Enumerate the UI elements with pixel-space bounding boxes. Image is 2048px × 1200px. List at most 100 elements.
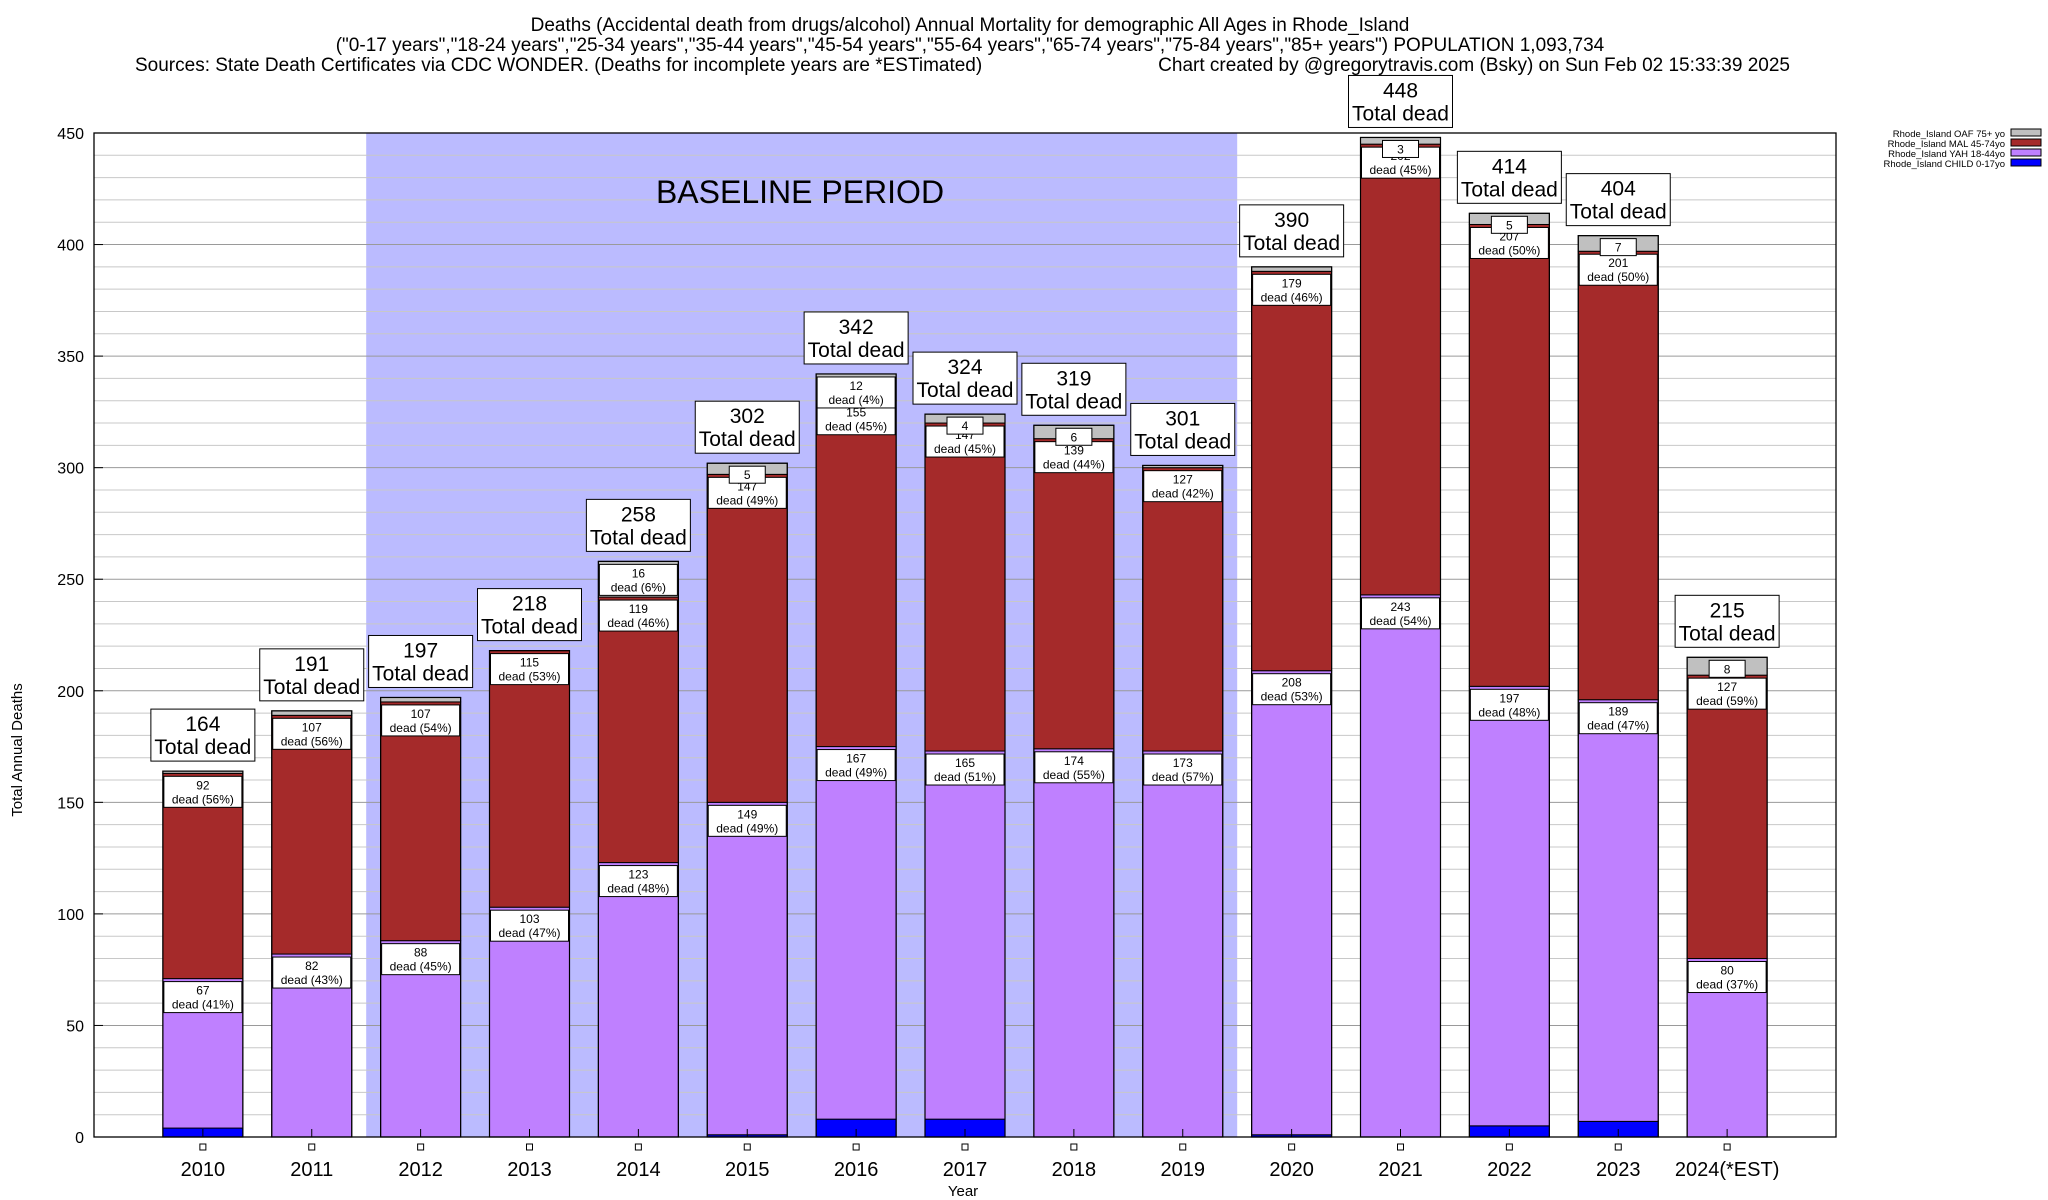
label-text: 149	[737, 807, 757, 821]
child-marker	[1070, 1143, 1078, 1151]
label-text: 173	[1173, 756, 1193, 770]
total-value: 258	[621, 503, 656, 526]
total-box	[803, 311, 909, 365]
label-text: 127	[1717, 680, 1737, 694]
label-text: dead (53%)	[498, 670, 560, 684]
total-suffix: Total dead	[154, 736, 251, 759]
bar-segment-mal	[815, 400, 897, 748]
label-text: 80	[1720, 964, 1734, 978]
bar-segment-yah	[706, 801, 788, 1136]
total-suffix: Total dead	[1243, 232, 1340, 255]
total-box	[150, 708, 256, 762]
label-text: dead (54%)	[1369, 614, 1431, 628]
label-box	[598, 599, 678, 632]
bar-segment-mal	[1686, 674, 1768, 960]
bar-segment-yah	[924, 750, 1006, 1120]
legend-swatch-oaf	[2010, 128, 2042, 137]
bar-segment-mal	[706, 473, 788, 803]
label-text: 107	[411, 707, 431, 721]
bar-segment-mal	[271, 714, 353, 955]
bar-segment-mal	[924, 422, 1006, 752]
segment-label-oaf: 6	[1055, 427, 1093, 446]
x-tick-label: 2011	[290, 1159, 333, 1181]
bar-segment-oaf	[271, 710, 353, 716]
total-value: 218	[512, 593, 547, 616]
y-tick-label: 250	[57, 572, 84, 589]
chart-title-line1: Deaths (Accidental death from drugs/alco…	[531, 15, 1410, 36]
label-text: 115	[520, 656, 539, 670]
total-value: 215	[1710, 599, 1745, 622]
label-text: 127	[1173, 473, 1193, 487]
total-box	[259, 648, 365, 702]
label-box	[1055, 427, 1093, 446]
label-text: dead (6%)	[611, 580, 666, 594]
bar-segment-mal	[380, 701, 462, 942]
total-suffix: Total dead	[1679, 622, 1776, 645]
label-text: 103	[519, 912, 539, 926]
total-value: 197	[403, 639, 438, 662]
label-box	[1252, 673, 1332, 706]
label-text: dead (45%)	[390, 960, 452, 974]
total-box	[477, 588, 582, 642]
y-tick-label: 100	[57, 907, 84, 924]
bar-segment-yah	[1251, 670, 1333, 1136]
label-box	[1687, 961, 1767, 994]
label-text: dead (56%)	[281, 734, 343, 748]
x-axis-label: Year	[948, 1183, 978, 1200]
x-tick-label: 2015	[725, 1159, 770, 1181]
y-axis-label: Total Annual Deaths	[9, 683, 26, 816]
legend-swatch-child	[2010, 158, 2042, 167]
bar-segment-mal	[489, 650, 570, 908]
child-marker	[308, 1143, 316, 1151]
label-text: dead (47%)	[1587, 719, 1649, 733]
plot-frame	[93, 132, 1837, 1138]
label-box	[1143, 470, 1223, 503]
label-box	[1034, 751, 1114, 784]
bar-segment-yah	[597, 862, 679, 1138]
total-suffix: Total dead	[1134, 430, 1231, 453]
label-text: dead (50%)	[1478, 243, 1540, 257]
segment-label-oaf: 3	[1382, 139, 1419, 158]
bar-segment-mal	[1577, 250, 1659, 701]
label-text: 201	[1608, 256, 1628, 270]
child-marker	[1179, 1143, 1187, 1151]
label-text: 7	[1615, 241, 1622, 255]
label-box	[381, 704, 461, 737]
label-box	[946, 416, 984, 435]
bar-segment-mal	[597, 596, 679, 864]
segment-label-oaf: 5	[728, 465, 766, 484]
total-box	[1456, 150, 1562, 204]
child-marker	[1723, 1143, 1731, 1151]
label-text: dead (41%)	[172, 998, 234, 1012]
label-box	[490, 909, 569, 942]
label-text: dead (45%)	[1369, 163, 1431, 177]
x-tick-label: 2020	[1269, 1159, 1314, 1181]
x-tick-label: 2018	[1052, 1159, 1097, 1181]
label-text: dead (51%)	[934, 770, 996, 784]
total-box	[912, 351, 1018, 405]
label-text: 5	[1506, 218, 1513, 232]
label-text: dead (45%)	[825, 420, 887, 434]
label-text: dead (4%)	[828, 393, 883, 407]
chart-title-line2: ("0-17 years","18-24 years","25-34 years…	[336, 35, 1605, 56]
bar-segment-mal	[1251, 270, 1333, 672]
total-box	[1565, 173, 1671, 227]
label-box	[163, 775, 243, 808]
label-box	[1708, 659, 1746, 678]
label-box	[1578, 702, 1658, 735]
child-marker	[1614, 1143, 1622, 1151]
label-box	[816, 376, 896, 409]
